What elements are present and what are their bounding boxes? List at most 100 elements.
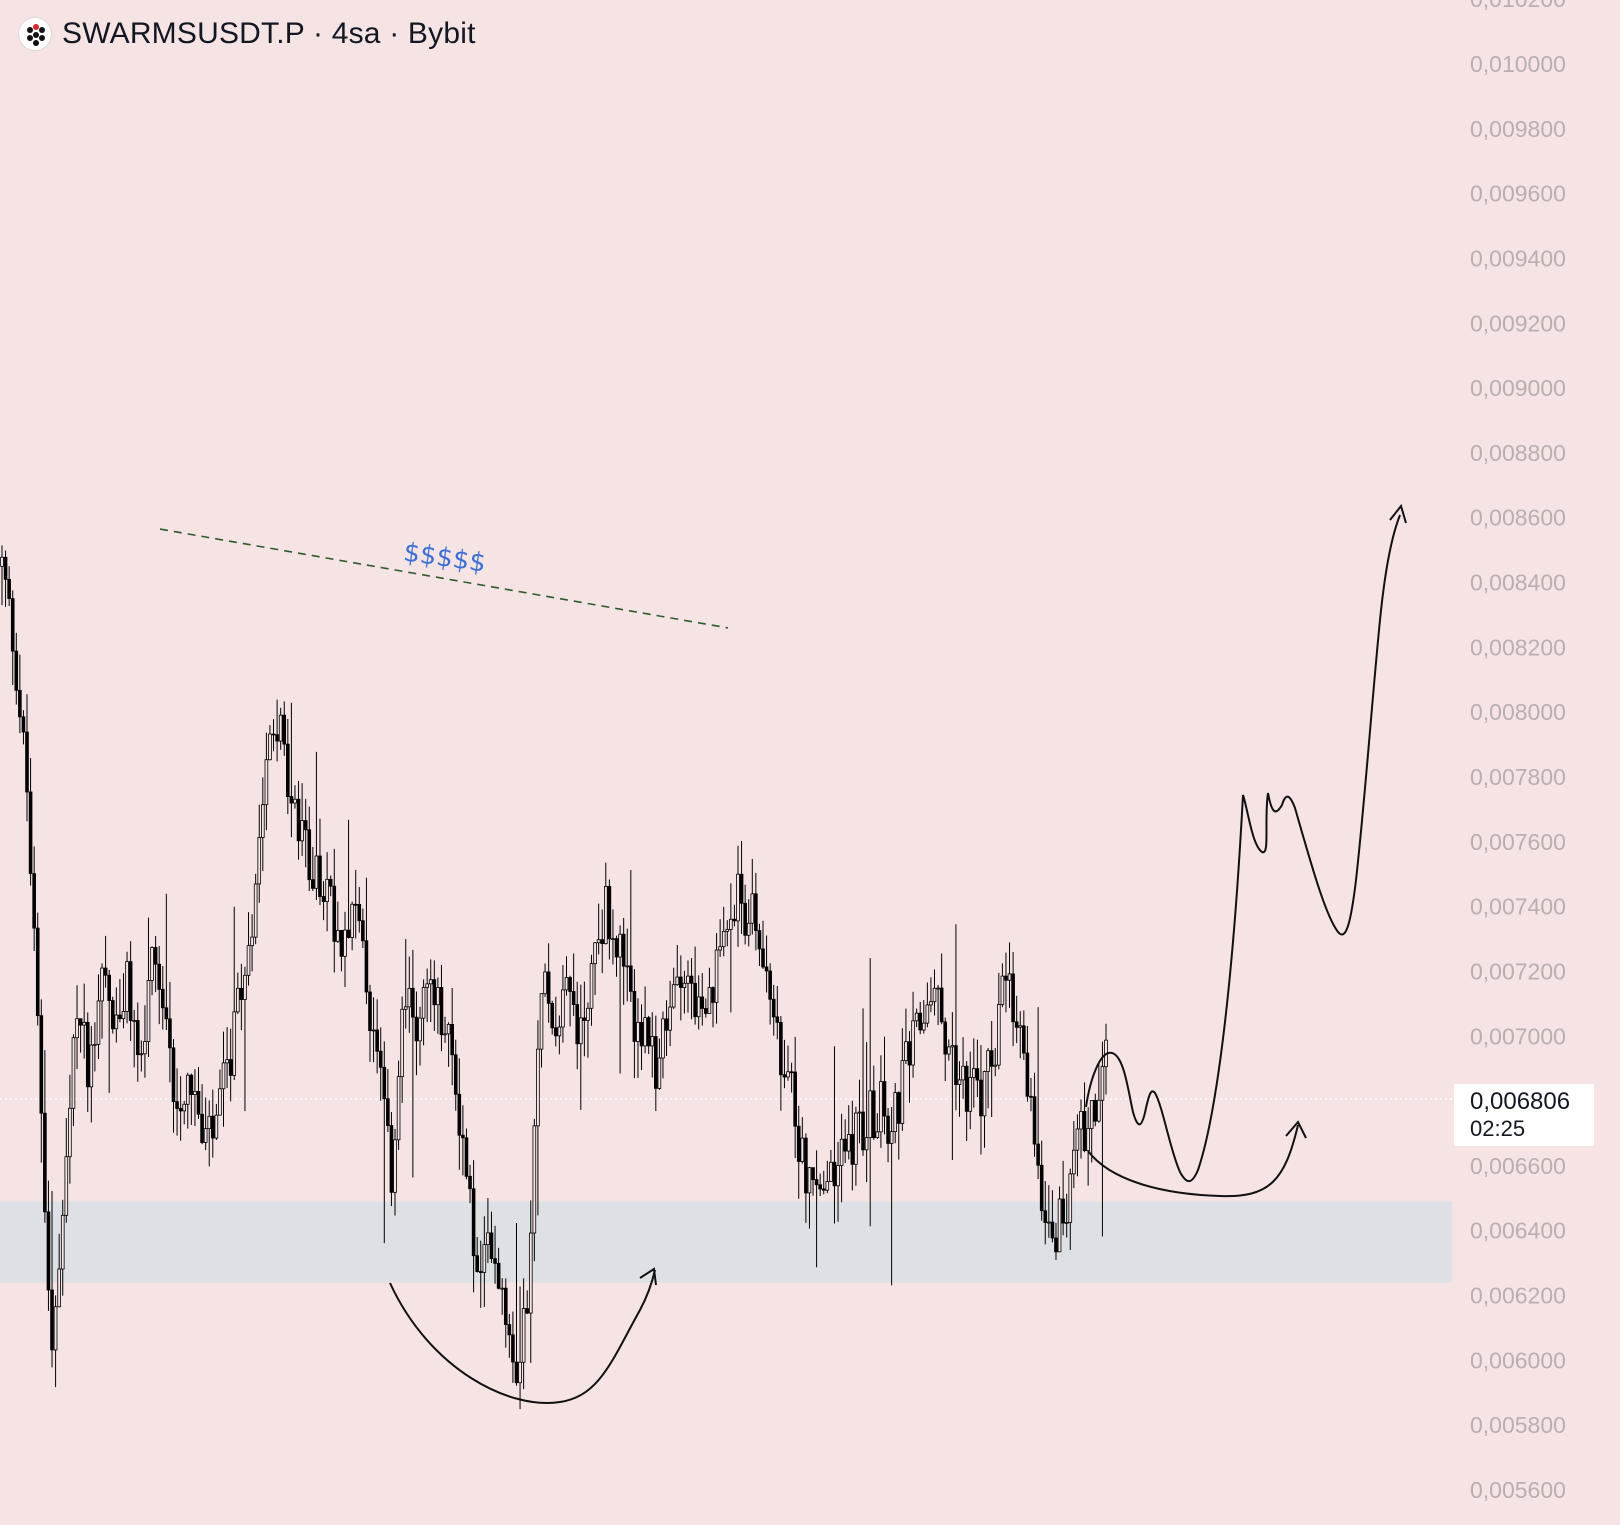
candle-body	[811, 1167, 815, 1180]
candle-body	[514, 1361, 519, 1384]
candle-body	[346, 929, 351, 938]
candle-body	[339, 929, 344, 957]
candle-body	[764, 966, 769, 972]
candle-body	[707, 987, 712, 1014]
candle-body	[589, 963, 594, 1009]
drawn-projection-path	[1085, 514, 1401, 1183]
candle-body	[496, 1262, 501, 1289]
candle-body	[60, 1214, 65, 1270]
candle-body	[1014, 1021, 1019, 1028]
candle-body	[518, 1361, 522, 1384]
y-axis-tick-label: 0,005800	[1470, 1412, 1566, 1438]
candle-body	[1064, 1222, 1069, 1224]
candle-body	[46, 1211, 51, 1291]
candle-body	[582, 1017, 587, 1021]
candle-body	[25, 731, 29, 793]
candle-body	[439, 987, 444, 1036]
candle-body	[475, 1255, 479, 1272]
candle-body	[721, 930, 726, 948]
candle-body	[568, 977, 572, 992]
candle-body	[693, 982, 697, 1018]
candle-body	[393, 1139, 397, 1193]
candle-body	[428, 979, 433, 985]
candle-body	[1043, 1210, 1048, 1223]
last-price-tag: 0,006806 02:25	[1454, 1084, 1594, 1146]
candle-body	[332, 885, 337, 942]
candle-body	[328, 878, 333, 887]
candle-body	[407, 987, 412, 1008]
candle-countdown: 02:25	[1470, 1116, 1526, 1141]
candle-body	[943, 1021, 948, 1055]
candle-body	[114, 1014, 119, 1030]
y-axis-tick-label: 0,010200	[1470, 0, 1566, 12]
candle-body	[278, 714, 283, 742]
candle-body	[118, 1014, 122, 1020]
drawn-curve-arc-right	[1087, 1124, 1299, 1198]
drawn-arrowhead-top	[1389, 503, 1407, 524]
drawn-arrowhead-left	[639, 1267, 657, 1286]
candle-body	[821, 1188, 826, 1191]
candle-body	[39, 1015, 44, 1114]
candle-body	[675, 976, 680, 986]
candle-body	[189, 1074, 194, 1095]
candle-body	[450, 1024, 454, 1056]
candle-body	[593, 942, 597, 965]
candle-body	[0, 556, 4, 567]
candle-body	[7, 578, 11, 599]
candle-body	[182, 1103, 187, 1112]
candle-body	[1082, 1111, 1087, 1152]
candle-body	[600, 939, 605, 945]
candle-body	[571, 991, 576, 1005]
candle-body	[904, 1041, 908, 1062]
candle-body	[164, 1007, 169, 1020]
candle-body	[586, 1007, 590, 1021]
candle-body	[846, 1134, 851, 1152]
candle-body	[557, 1026, 562, 1037]
y-axis-tick-label: 0,009800	[1470, 116, 1566, 142]
candle-body	[85, 1021, 90, 1088]
candle-body	[303, 820, 308, 831]
candle-body	[282, 714, 287, 745]
candle-body	[478, 1271, 483, 1273]
candle-body	[336, 929, 340, 942]
candle-body	[107, 974, 111, 1001]
candle-body	[632, 990, 637, 1042]
candle-body	[243, 974, 247, 1000]
drawn-curve-arc-left	[389, 1269, 656, 1404]
y-axis-tick-label: 0,008800	[1470, 440, 1566, 466]
candle-body	[964, 1065, 969, 1112]
candle-body	[443, 1033, 447, 1036]
candle-body	[411, 987, 415, 1018]
candle-body	[704, 1008, 708, 1014]
candle-body	[986, 1050, 990, 1072]
candle-body	[1100, 1066, 1105, 1101]
candle-body	[736, 873, 740, 922]
candle-body	[10, 598, 15, 652]
candle-body	[132, 1020, 136, 1022]
candle-body	[50, 1289, 54, 1351]
candle-body	[221, 1062, 226, 1090]
candle-body	[35, 927, 40, 1017]
candle-body	[925, 1004, 930, 1024]
candle-body	[982, 1071, 987, 1117]
candle-body	[78, 1018, 83, 1026]
candle-body	[1057, 1198, 1062, 1253]
candle-body	[796, 1125, 801, 1162]
candle-body	[825, 1181, 830, 1191]
candle-body	[864, 1137, 869, 1151]
candle-body	[253, 883, 258, 938]
candle-body	[364, 940, 369, 993]
candle-body	[96, 1000, 101, 1045]
candle-body	[68, 1107, 72, 1158]
candle-body	[461, 1134, 465, 1139]
candle-body	[911, 1020, 915, 1066]
candle-body	[639, 1021, 644, 1047]
candle-body	[175, 1101, 179, 1109]
candle-body	[153, 947, 158, 965]
candle-body	[636, 1021, 640, 1042]
y-axis-tick-label: 0,008400	[1470, 570, 1566, 596]
candle-body	[1018, 1025, 1023, 1028]
candle-body	[771, 998, 776, 1018]
candle-body	[604, 885, 608, 945]
